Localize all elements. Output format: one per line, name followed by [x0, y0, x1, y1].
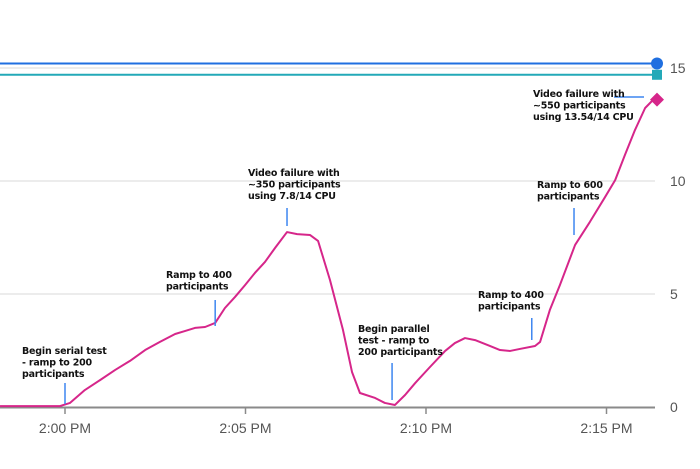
x-tick-label: 2:10 PM — [400, 420, 452, 436]
annotation-text: ~350 participants — [248, 180, 341, 191]
square-marker — [652, 69, 662, 80]
annotation-text: Video failure with — [533, 89, 625, 100]
annotation-text: - ramp to 200 — [22, 358, 93, 369]
y-tick-label: 10 — [670, 173, 686, 189]
x-tick-label: 2:00 PM — [39, 420, 91, 436]
annotation-text: using 13.54/14 CPU — [533, 112, 634, 123]
annotation-text: ~550 participants — [533, 101, 626, 112]
annotation-text: participants — [166, 282, 229, 293]
x-tick-label: 2:05 PM — [219, 420, 271, 436]
annotation-text: Begin parallel — [358, 324, 430, 335]
cpu-series-line — [0, 100, 653, 408]
annotation-text: Begin serial test — [22, 346, 107, 357]
annotation-text: Ramp to 400 — [166, 270, 232, 281]
annotation-text: using 7.8/14 CPU — [248, 191, 336, 202]
annotation-text: Ramp to 600 — [537, 180, 603, 191]
y-tick-label: 15 — [670, 60, 686, 76]
x-tick-label: 2:15 PM — [580, 420, 632, 436]
annotation-text: participants — [537, 192, 600, 203]
annotation-text: participants — [22, 369, 85, 380]
diamond-marker — [650, 92, 664, 107]
annotation-text: participants — [478, 302, 541, 313]
annotation-text: 200 participants — [358, 347, 443, 358]
annotation-text: test - ramp to — [358, 336, 430, 347]
circle-marker — [651, 57, 663, 70]
y-tick-label: 0 — [670, 399, 678, 415]
annotation-text: Video failure with — [248, 168, 340, 179]
y-tick-label: 5 — [670, 286, 678, 302]
annotation-text: Ramp to 400 — [478, 290, 544, 301]
